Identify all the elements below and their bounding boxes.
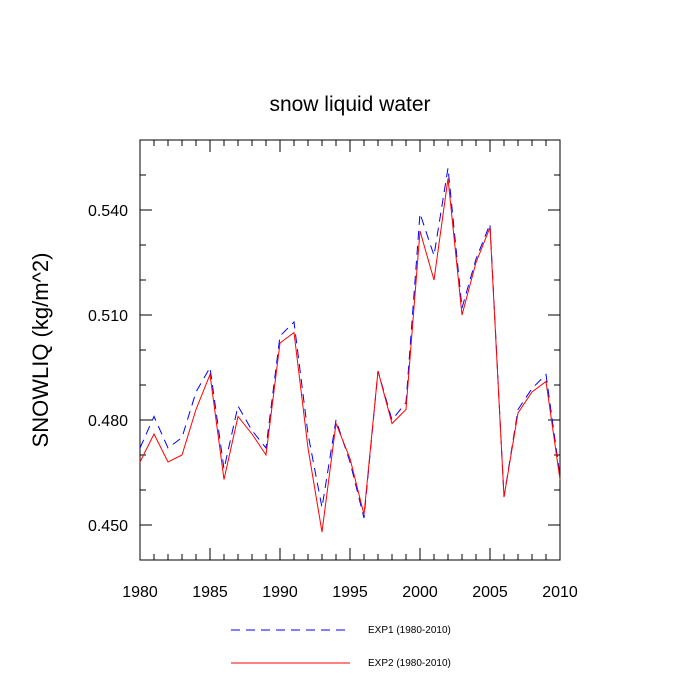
y-tick-label: 0.540: [88, 203, 128, 220]
y-tick-label: 0.480: [88, 413, 128, 430]
series-line-exp2: [139, 178, 561, 533]
axis-tick-labels: 1980 1985 1990 1995 2000 2005 2010 0.450 0.480 0.…: [88, 203, 578, 601]
y-tick-label: 0.450: [88, 518, 128, 535]
series-lines: [139, 167, 561, 533]
x-tick-label: 2010: [542, 584, 578, 601]
x-tick-label: 1985: [192, 584, 228, 601]
x-tick-label: 1980: [122, 584, 158, 601]
series-line-exp1: [139, 167, 561, 519]
y-tick-label: 0.510: [88, 308, 128, 325]
legend-label-exp2: EXP2 (1980-2010): [368, 658, 451, 669]
axis-ticks: [139, 139, 561, 561]
chart-title: snow liquid water: [269, 93, 430, 116]
plot-frame: [139, 139, 561, 561]
x-tick-label: 2000: [402, 584, 438, 601]
x-tick-label: 1990: [262, 584, 298, 601]
y-axis-label: SNOWLIQ (kg/m^2): [28, 253, 53, 448]
x-tick-label: 1995: [332, 584, 368, 601]
legend-label-exp1: EXP1 (1980-2010): [368, 625, 451, 636]
x-tick-label: 2005: [472, 584, 508, 601]
legend: EXP1 (1980-2010) EXP2 (1980-2010): [231, 625, 451, 669]
